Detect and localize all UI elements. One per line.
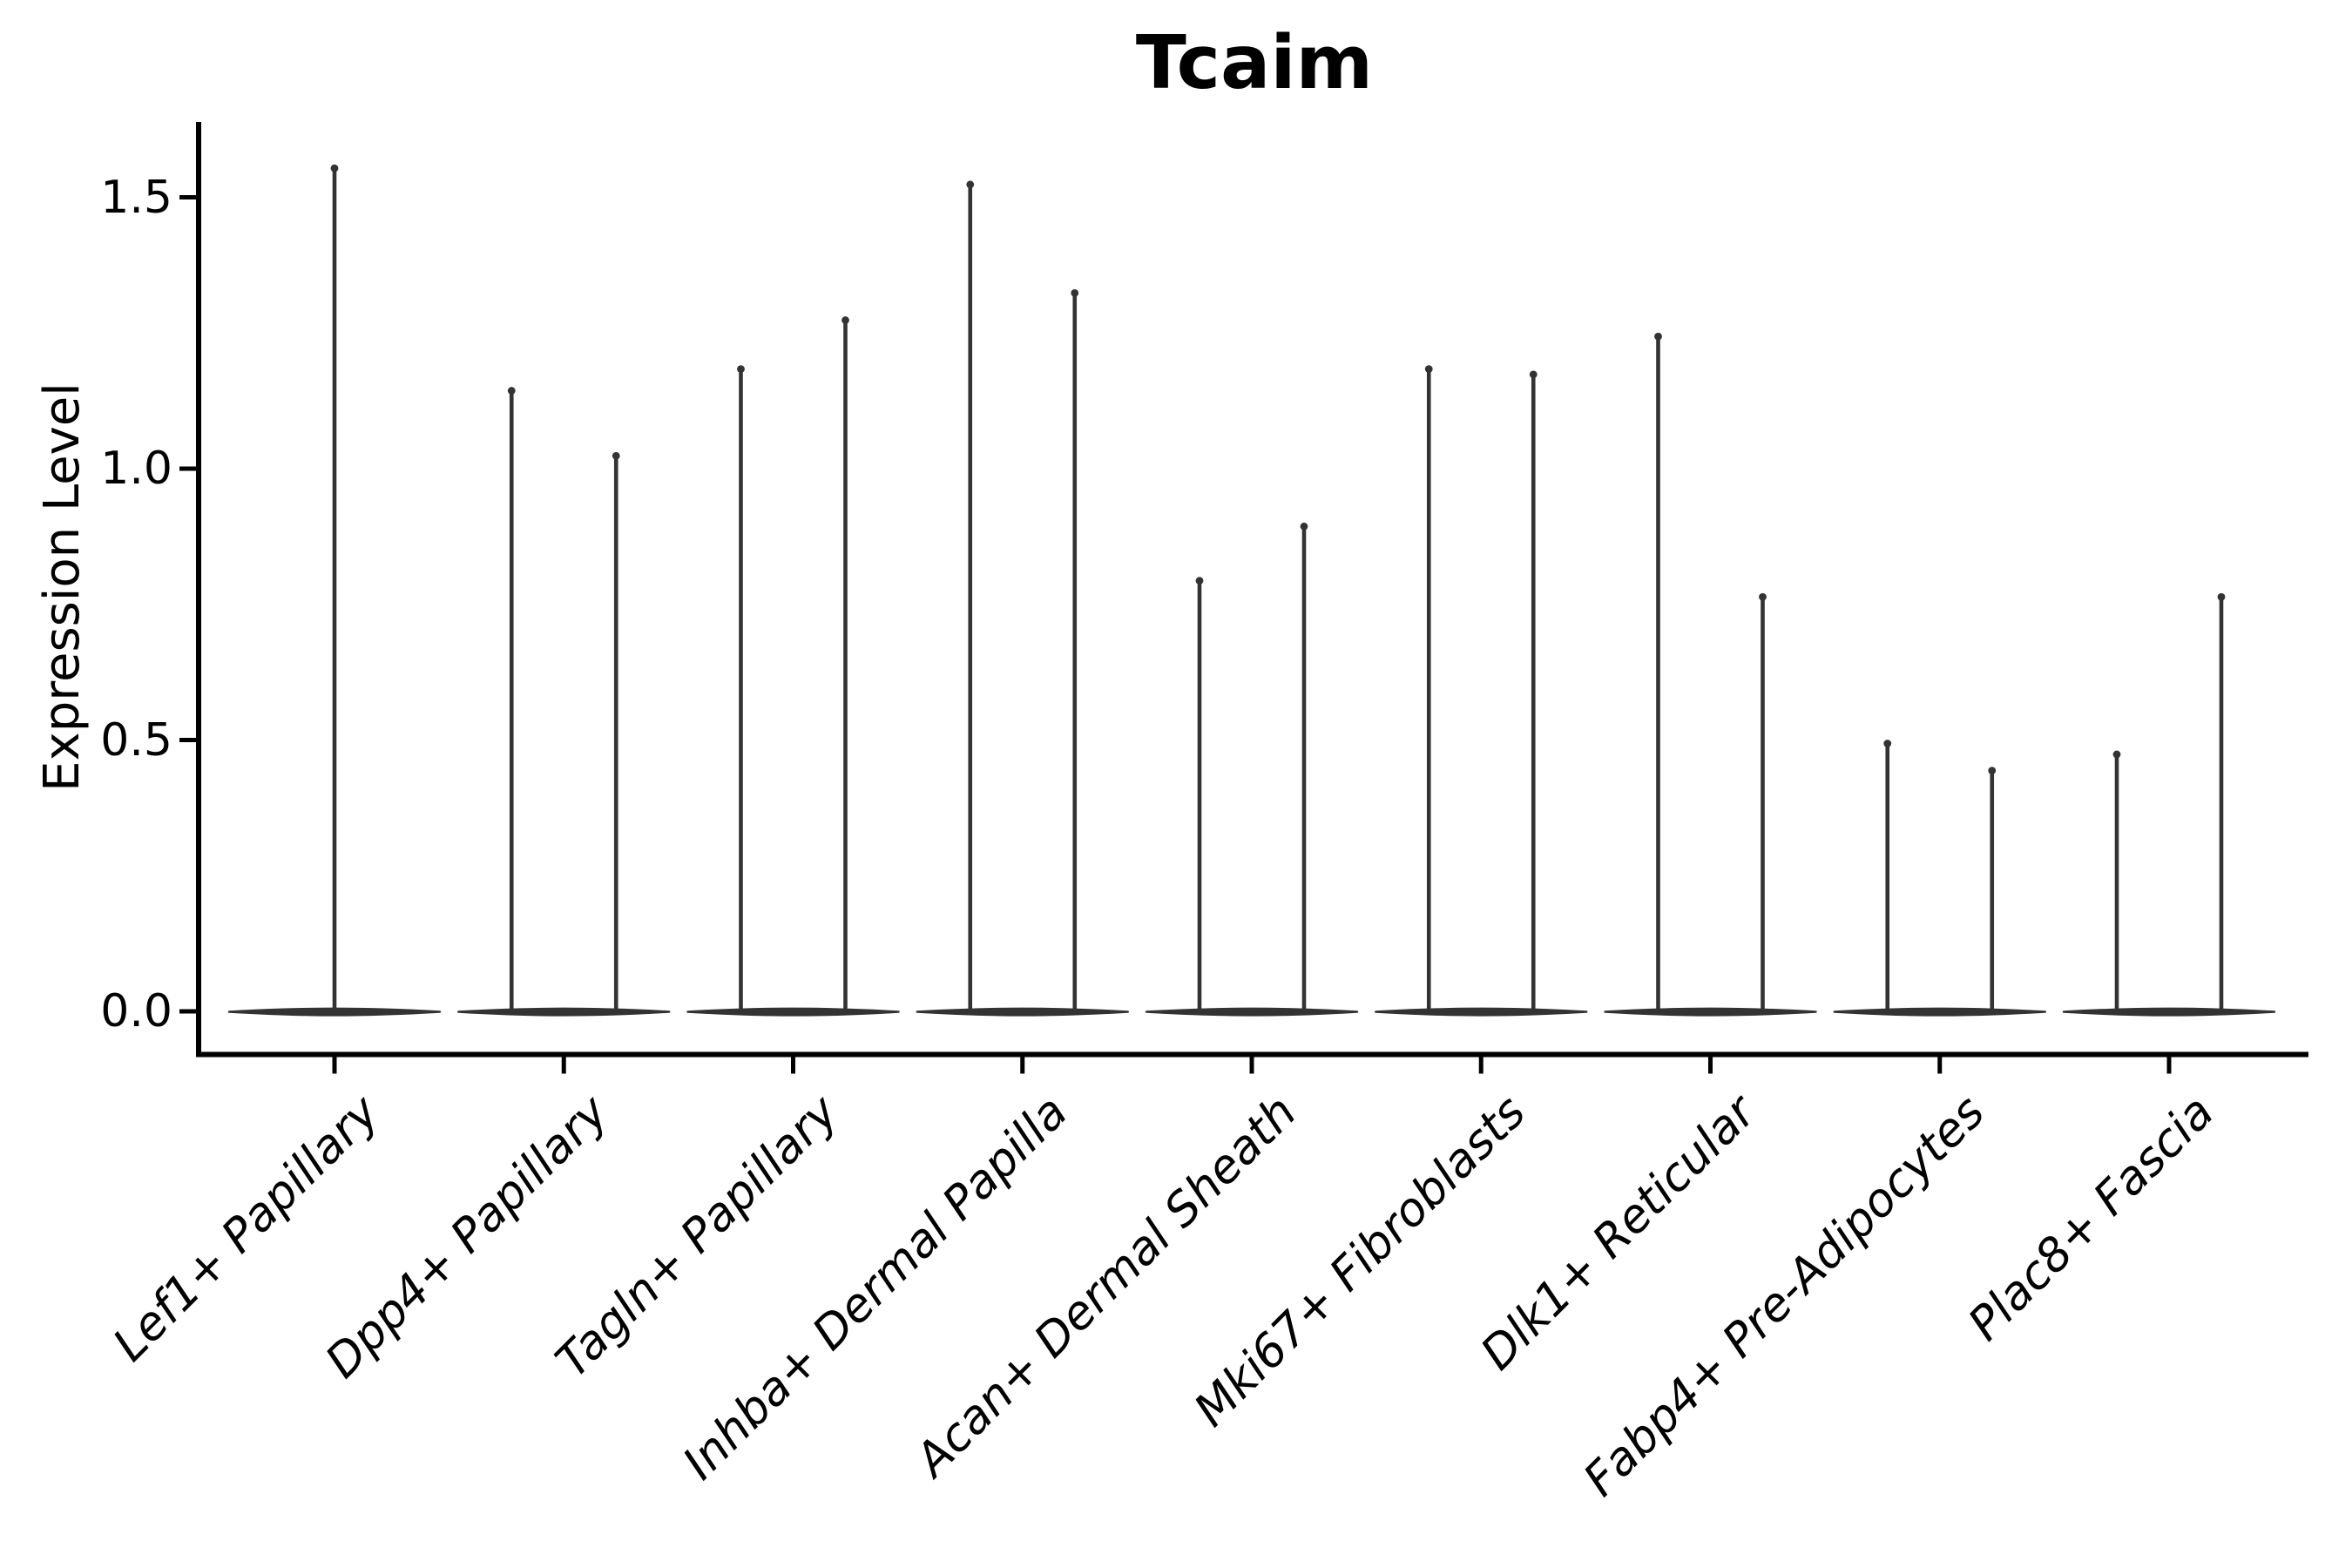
violin-baseline — [1604, 1007, 1817, 1017]
violin-spike-tip — [1300, 522, 1308, 531]
violin-spike-tip — [1529, 370, 1538, 379]
violin-spike-tip — [330, 164, 339, 172]
violin-spike-tip — [1071, 289, 1079, 297]
violin-baseline — [1833, 1007, 2046, 1017]
violin-spike-tip — [1988, 767, 1997, 775]
violin-spike-tip — [1195, 577, 1204, 585]
y-tick-label: 1.0 — [100, 443, 172, 495]
violin-spike-tip — [966, 180, 975, 189]
violin-spike-tip — [1883, 740, 1892, 747]
y-tick-label: 1.5 — [100, 171, 172, 224]
violin-baseline — [1375, 1007, 1588, 1017]
violin-spike-tip — [612, 451, 620, 460]
violin-spike-tip — [507, 387, 516, 395]
y-tick-label: 0.0 — [100, 985, 172, 1037]
violin-spike-tip — [737, 365, 745, 374]
violin-spike-tip — [841, 316, 849, 324]
violin-baseline — [457, 1007, 671, 1017]
violin-baseline — [2062, 1007, 2276, 1017]
violin-spike-tip — [1424, 365, 1433, 374]
y-tick-label: 0.5 — [100, 713, 172, 767]
violin-baseline — [686, 1007, 900, 1017]
violin-baseline — [1145, 1007, 1359, 1017]
violin-spike-tip — [1759, 592, 1767, 601]
violin-baseline — [916, 1007, 1129, 1017]
violin-spike-tip — [2112, 750, 2121, 759]
chart-title: Tcaim — [1135, 20, 1374, 106]
violin-spike-tip — [1654, 332, 1662, 341]
violin-spike-tip — [2217, 592, 2226, 601]
